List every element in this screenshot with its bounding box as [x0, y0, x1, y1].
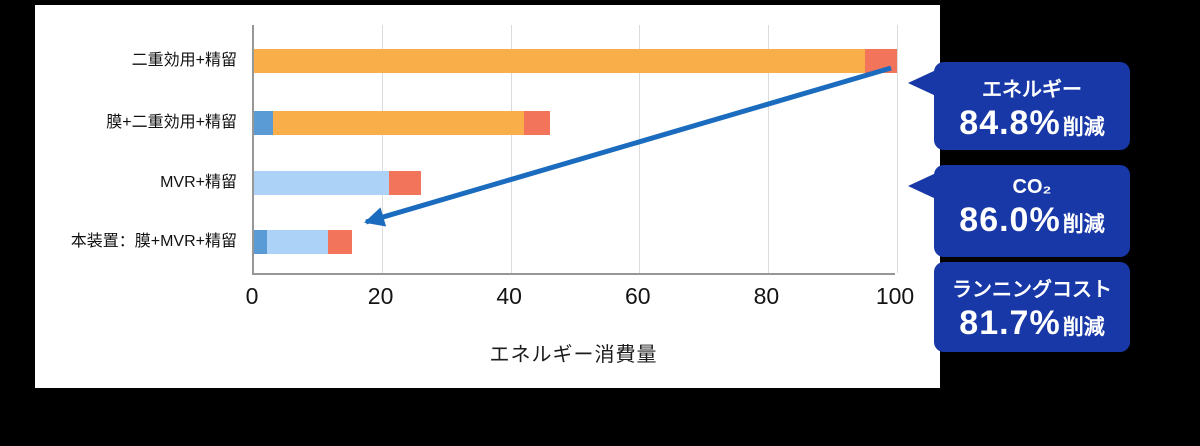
callout-running-cost-value: 81.7% 削減	[934, 304, 1130, 343]
callout-running-cost-title: ランニングコスト	[952, 279, 1112, 301]
bar-segment-orange	[273, 111, 525, 135]
category-label: 本装置：膜+MVR+精留	[70, 233, 237, 250]
bar-segment-blue	[254, 111, 274, 135]
callout-energy-percent: 84.8%	[959, 104, 1061, 142]
callout-energy-value: 84.8% 削減	[934, 104, 1130, 143]
chart-panel: 二重効用+精留膜+二重効用+精留 MVR+精留本装置：膜+MVR+精留 0 20 40…	[35, 5, 940, 388]
bar-segment-salmon	[864, 49, 897, 73]
plot-area	[252, 25, 898, 275]
callout-energy: エネルギー 84.8% 削減	[908, 62, 1130, 150]
bar-segment-salmon	[524, 111, 550, 135]
callout-co2-suffix: 削減	[1062, 213, 1105, 236]
x-tick-label: 0	[245, 283, 259, 309]
bar-segment-orange	[254, 49, 865, 73]
x-tick-label: 80	[753, 283, 780, 309]
x-axis-ticks: 0 20 40 60 80 100	[246, 283, 915, 313]
callout-co2-pointer-icon	[908, 173, 936, 199]
callout-energy-title: エネルギー	[982, 79, 1082, 101]
category-label: 二重効用+精留	[131, 52, 237, 69]
callout-energy-pointer-icon	[908, 70, 936, 96]
category-label: MVR+精留	[160, 174, 237, 191]
x-axis-title: エネルギー消費量	[489, 344, 658, 366]
category-label: 膜+二重効用+精留	[106, 114, 237, 131]
callout-energy-suffix: 削減	[1062, 116, 1105, 139]
bar-segment-salmon	[327, 230, 352, 254]
x-tick-label: 100	[875, 283, 915, 309]
bar-segment-blue	[254, 230, 267, 254]
x-tick-label: 60	[625, 283, 651, 309]
callout-running-cost: ランニングコスト 81.7% 削減	[934, 262, 1130, 352]
gridline	[896, 25, 898, 273]
callout-running-cost-suffix: 削減	[1062, 316, 1105, 339]
bar-segment-lightblue	[254, 171, 390, 195]
callout-co2-percent: 86.0%	[959, 201, 1061, 239]
x-tick-label: 20	[367, 283, 394, 309]
callout-running-cost-percent: 81.7%	[959, 304, 1061, 342]
callout-co2-title: CO₂	[1012, 176, 1052, 198]
category-labels: 二重効用+精留膜+二重効用+精留 MVR+精留本装置：膜+MVR+精留	[35, 25, 245, 275]
callout-co2-value: 86.0% 削減	[934, 201, 1130, 240]
x-tick-label: 40	[496, 283, 522, 309]
bar-segment-lightblue	[266, 230, 328, 254]
bar-segment-salmon	[389, 171, 422, 195]
callout-co2: CO₂ 86.0% 削減	[908, 165, 1130, 257]
